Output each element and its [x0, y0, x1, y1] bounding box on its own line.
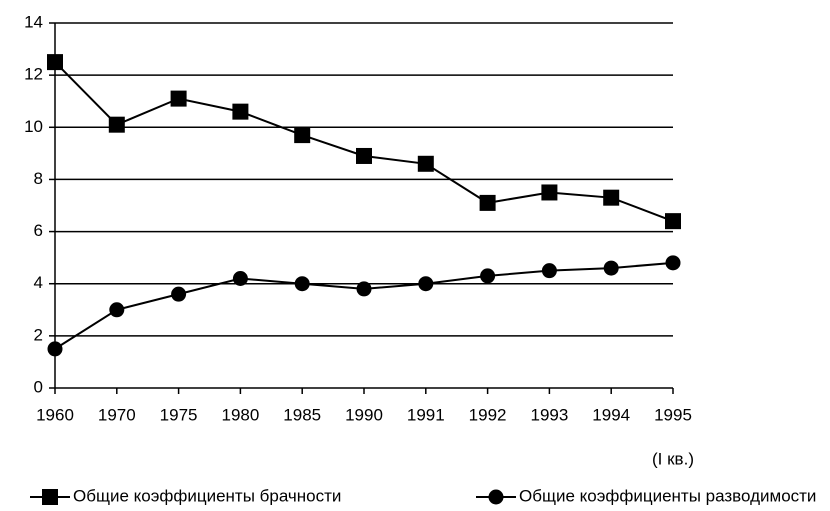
series-line — [54, 61, 674, 223]
x-tick-label: 1995 — [654, 405, 692, 424]
x-tick-label: 1991 — [407, 405, 445, 424]
marker — [418, 276, 434, 292]
marker — [665, 255, 681, 271]
y-tick-label: 10 — [24, 117, 43, 136]
marker — [171, 286, 187, 302]
x-tick-label: 1980 — [221, 405, 259, 424]
marker — [480, 268, 496, 284]
marker — [488, 489, 504, 505]
marker — [232, 103, 249, 120]
x-tick-label: 1975 — [160, 405, 198, 424]
y-tick-label: 8 — [34, 169, 43, 188]
y-tick-label: 6 — [34, 221, 43, 240]
x-tick-label: 1994 — [592, 405, 630, 424]
marker — [47, 341, 63, 357]
legend-label: Общие коэффициенты разводимости — [519, 486, 816, 505]
y-tick-label: 14 — [24, 12, 43, 31]
marker — [541, 263, 557, 279]
marker — [170, 90, 187, 107]
marker — [294, 127, 311, 144]
y-tick-label: 4 — [34, 273, 43, 292]
marker — [356, 281, 372, 297]
marker — [232, 271, 248, 286]
x-tick-label: 1993 — [530, 405, 568, 424]
y-tick-label: 12 — [24, 65, 43, 84]
legend-label: Общие коэффициенты брачности — [73, 486, 341, 505]
marker — [665, 213, 681, 230]
x-tick-label: 1985 — [283, 405, 321, 424]
marker — [603, 189, 620, 206]
y-tick-label: 0 — [34, 377, 43, 396]
y-tick-label: 2 — [34, 325, 43, 344]
marker — [603, 260, 619, 276]
marker — [541, 184, 558, 201]
marker — [109, 302, 125, 318]
marker — [42, 489, 58, 505]
x-tick-label: 1970 — [98, 405, 136, 424]
marker — [479, 194, 496, 211]
x-tick-label: 1960 — [36, 405, 74, 424]
x-tick-label: 1990 — [345, 405, 383, 424]
marker — [47, 54, 63, 71]
x-tick-note: (I кв.) — [652, 449, 694, 468]
x-tick-label: 1992 — [469, 405, 507, 424]
marker — [356, 147, 372, 164]
marker — [108, 116, 125, 133]
marker — [417, 155, 434, 172]
marker — [294, 276, 310, 292]
